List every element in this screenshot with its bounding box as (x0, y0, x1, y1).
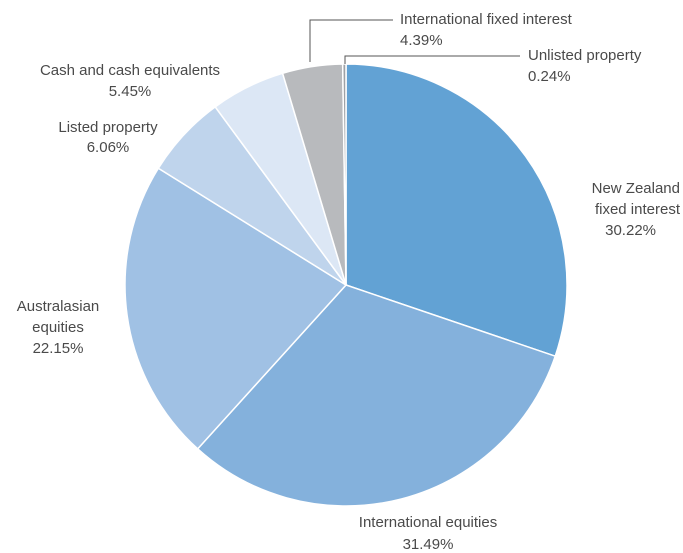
pie-slice (341, 63, 347, 286)
slice-label: fixed interest (595, 201, 681, 218)
slice-label: Cash and cash equivalents (40, 62, 220, 79)
slice-value-label: 4.39% (400, 32, 443, 49)
pie-slice (196, 284, 557, 507)
slice-label: International fixed interest (400, 11, 573, 28)
slice-label: New Zealand (592, 180, 680, 197)
leader-line (344, 55, 520, 64)
slice-value-label: 0.24% (528, 68, 571, 85)
slice-label: Unlisted property (528, 47, 642, 64)
slice-label: equities (32, 319, 84, 336)
slice-label: International equities (359, 514, 497, 531)
leader-line (309, 19, 393, 62)
pie-slices (124, 63, 568, 507)
slice-value-label: 22.15% (33, 340, 84, 357)
slice-labels: New Zealand fixed interest 30.22% Internati… (17, 11, 681, 553)
slice-value-label: 30.22% (605, 222, 656, 239)
slice-value-label: 6.06% (87, 139, 130, 156)
slice-label: Australasian (17, 298, 100, 315)
pie-slice (345, 63, 568, 358)
pie-slice (124, 167, 348, 450)
slice-value-label: 5.45% (109, 83, 152, 100)
slice-value-label: 31.49% (403, 536, 454, 553)
slice-label: Listed property (58, 119, 158, 136)
leader-lines (309, 19, 520, 64)
